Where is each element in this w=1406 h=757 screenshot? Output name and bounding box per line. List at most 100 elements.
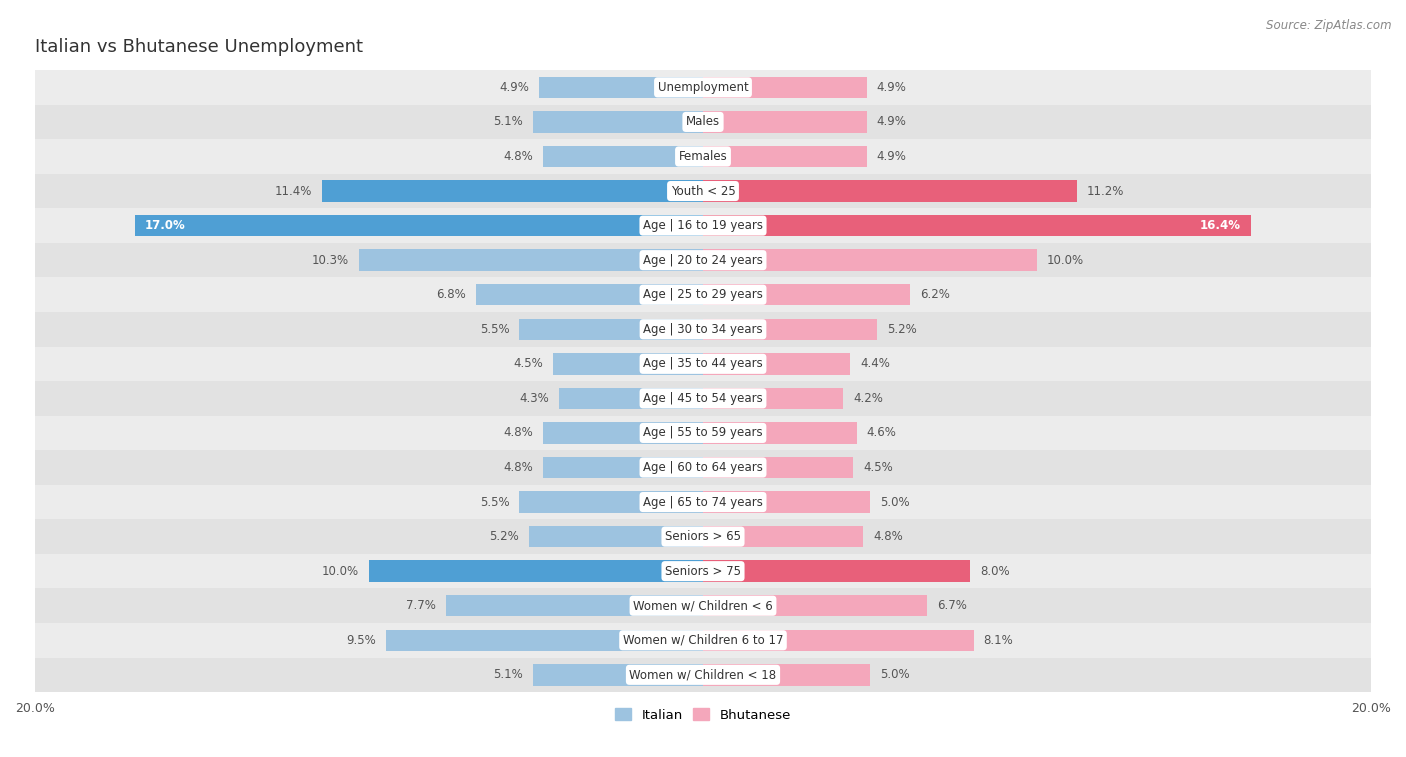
Text: 4.5%: 4.5% <box>863 461 893 474</box>
Text: Women w/ Children < 18: Women w/ Children < 18 <box>630 668 776 681</box>
Bar <box>519 319 703 340</box>
Bar <box>529 526 703 547</box>
Text: 5.0%: 5.0% <box>880 668 910 681</box>
Bar <box>703 319 877 340</box>
Bar <box>543 146 703 167</box>
Text: Women w/ Children < 6: Women w/ Children < 6 <box>633 600 773 612</box>
Bar <box>35 243 1371 277</box>
Text: 4.4%: 4.4% <box>860 357 890 370</box>
Text: 4.6%: 4.6% <box>866 426 897 439</box>
Bar <box>703 215 1251 236</box>
Bar <box>519 491 703 512</box>
Bar <box>359 250 703 271</box>
Text: 4.9%: 4.9% <box>877 150 907 163</box>
Text: 4.8%: 4.8% <box>873 530 903 543</box>
Text: 4.9%: 4.9% <box>499 81 529 94</box>
Text: 4.9%: 4.9% <box>877 81 907 94</box>
Bar <box>35 484 1371 519</box>
Bar <box>703 422 856 444</box>
Text: 9.5%: 9.5% <box>346 634 375 646</box>
Text: 8.0%: 8.0% <box>980 565 1010 578</box>
Text: Seniors > 65: Seniors > 65 <box>665 530 741 543</box>
Bar <box>475 284 703 305</box>
Bar <box>35 588 1371 623</box>
Bar <box>446 595 703 616</box>
Text: 5.0%: 5.0% <box>880 496 910 509</box>
Bar <box>35 347 1371 381</box>
Bar <box>35 174 1371 208</box>
Bar <box>543 422 703 444</box>
Text: 11.2%: 11.2% <box>1087 185 1125 198</box>
Text: Age | 65 to 74 years: Age | 65 to 74 years <box>643 496 763 509</box>
Bar <box>703 76 866 98</box>
Bar <box>703 491 870 512</box>
Text: 16.4%: 16.4% <box>1199 219 1240 232</box>
Bar <box>35 277 1371 312</box>
Text: 8.1%: 8.1% <box>984 634 1014 646</box>
Text: 5.1%: 5.1% <box>494 668 523 681</box>
Text: 7.7%: 7.7% <box>406 600 436 612</box>
Text: Age | 20 to 24 years: Age | 20 to 24 years <box>643 254 763 266</box>
Text: Women w/ Children 6 to 17: Women w/ Children 6 to 17 <box>623 634 783 646</box>
Bar <box>35 658 1371 692</box>
Text: 4.8%: 4.8% <box>503 150 533 163</box>
Bar <box>703 388 844 409</box>
Text: 6.2%: 6.2% <box>920 288 950 301</box>
Bar <box>703 250 1038 271</box>
Text: 4.3%: 4.3% <box>520 392 550 405</box>
Bar <box>533 111 703 132</box>
Text: Italian vs Bhutanese Unemployment: Italian vs Bhutanese Unemployment <box>35 38 363 56</box>
Text: Seniors > 75: Seniors > 75 <box>665 565 741 578</box>
Text: 5.2%: 5.2% <box>887 322 917 336</box>
Text: Age | 35 to 44 years: Age | 35 to 44 years <box>643 357 763 370</box>
Text: 17.0%: 17.0% <box>145 219 186 232</box>
Bar <box>553 353 703 375</box>
Bar <box>35 104 1371 139</box>
Text: Age | 60 to 64 years: Age | 60 to 64 years <box>643 461 763 474</box>
Bar <box>703 180 1077 202</box>
Text: 6.7%: 6.7% <box>936 600 967 612</box>
Bar <box>703 595 927 616</box>
Text: Males: Males <box>686 115 720 129</box>
Bar <box>703 630 973 651</box>
Bar <box>703 526 863 547</box>
Text: Age | 16 to 19 years: Age | 16 to 19 years <box>643 219 763 232</box>
Bar <box>35 381 1371 416</box>
Bar <box>703 353 851 375</box>
Bar <box>703 456 853 478</box>
Text: 6.8%: 6.8% <box>436 288 465 301</box>
Text: Females: Females <box>679 150 727 163</box>
Bar <box>703 146 866 167</box>
Text: 5.5%: 5.5% <box>479 496 509 509</box>
Text: 11.4%: 11.4% <box>274 185 312 198</box>
Text: 5.5%: 5.5% <box>479 322 509 336</box>
Text: 10.3%: 10.3% <box>312 254 349 266</box>
Bar <box>533 664 703 686</box>
Text: 4.8%: 4.8% <box>503 461 533 474</box>
Bar <box>703 664 870 686</box>
Bar <box>385 630 703 651</box>
Text: 5.2%: 5.2% <box>489 530 519 543</box>
Text: Source: ZipAtlas.com: Source: ZipAtlas.com <box>1267 19 1392 32</box>
Bar <box>35 519 1371 554</box>
Bar <box>35 139 1371 174</box>
Bar <box>322 180 703 202</box>
Bar <box>35 623 1371 658</box>
Bar <box>35 416 1371 450</box>
Text: 10.0%: 10.0% <box>322 565 359 578</box>
Text: 4.5%: 4.5% <box>513 357 543 370</box>
Text: Youth < 25: Youth < 25 <box>671 185 735 198</box>
Text: 4.2%: 4.2% <box>853 392 883 405</box>
Text: 10.0%: 10.0% <box>1047 254 1084 266</box>
Text: Unemployment: Unemployment <box>658 81 748 94</box>
Bar <box>543 456 703 478</box>
Text: 4.8%: 4.8% <box>503 426 533 439</box>
Bar <box>35 208 1371 243</box>
Bar <box>368 560 703 582</box>
Text: Age | 30 to 34 years: Age | 30 to 34 years <box>643 322 763 336</box>
Bar <box>560 388 703 409</box>
Text: Age | 55 to 59 years: Age | 55 to 59 years <box>643 426 763 439</box>
Text: Age | 25 to 29 years: Age | 25 to 29 years <box>643 288 763 301</box>
Bar <box>703 284 910 305</box>
Text: Age | 45 to 54 years: Age | 45 to 54 years <box>643 392 763 405</box>
